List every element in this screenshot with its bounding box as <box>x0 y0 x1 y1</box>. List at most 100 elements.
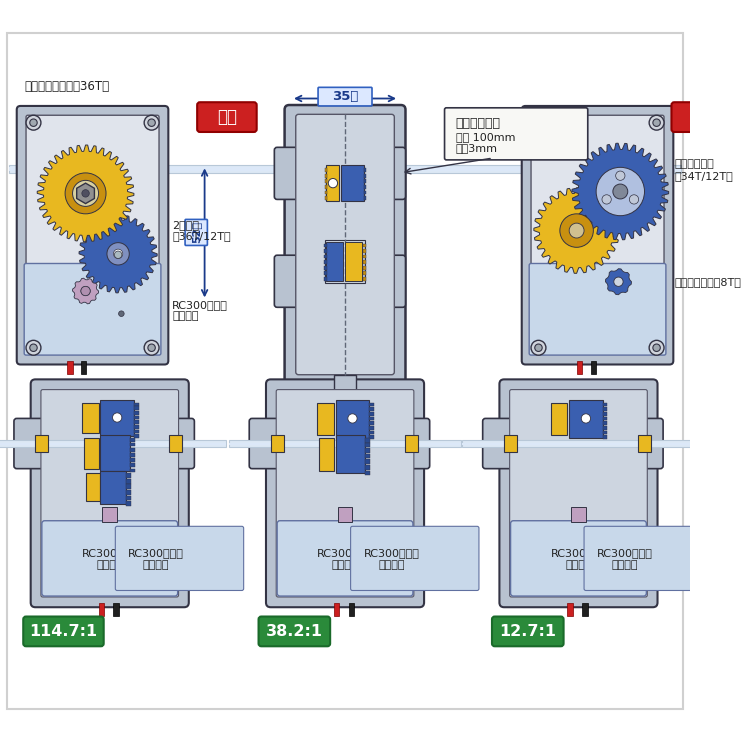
FancyBboxPatch shape <box>14 418 45 469</box>
FancyBboxPatch shape <box>444 108 588 160</box>
Bar <box>366 470 370 475</box>
Circle shape <box>535 344 542 352</box>
Bar <box>134 411 139 415</box>
Bar <box>130 453 135 456</box>
FancyBboxPatch shape <box>510 390 647 597</box>
FancyBboxPatch shape <box>672 102 731 132</box>
Bar <box>603 407 607 411</box>
Bar <box>568 603 573 616</box>
Bar <box>363 255 367 258</box>
Text: 12.7:1: 12.7:1 <box>499 624 556 639</box>
FancyBboxPatch shape <box>24 263 161 355</box>
Bar <box>324 255 327 258</box>
Text: 側面: 側面 <box>692 108 712 126</box>
FancyBboxPatch shape <box>510 521 646 596</box>
Text: RC300タイプ
モーター: RC300タイプ モーター <box>551 548 606 570</box>
FancyBboxPatch shape <box>42 521 177 596</box>
Bar <box>126 473 131 478</box>
FancyBboxPatch shape <box>185 220 208 246</box>
Polygon shape <box>605 269 631 295</box>
Bar <box>338 507 352 522</box>
Bar <box>134 430 139 433</box>
FancyBboxPatch shape <box>17 106 168 364</box>
Bar <box>370 416 374 420</box>
Bar <box>364 185 367 188</box>
FancyBboxPatch shape <box>318 88 372 106</box>
FancyBboxPatch shape <box>377 148 405 200</box>
FancyBboxPatch shape <box>351 526 479 591</box>
Bar <box>130 459 135 462</box>
Circle shape <box>564 217 590 243</box>
Bar <box>100 470 126 504</box>
Bar <box>324 196 327 200</box>
Bar <box>319 438 334 470</box>
Bar <box>324 243 327 247</box>
Polygon shape <box>76 183 94 203</box>
Bar <box>341 165 364 201</box>
Text: 52㎍: 52㎍ <box>191 221 201 243</box>
Bar <box>0 440 226 447</box>
Text: RC300タイプ
モーター: RC300タイプ モーター <box>172 300 228 321</box>
FancyBboxPatch shape <box>41 390 179 597</box>
Bar <box>370 412 374 416</box>
FancyBboxPatch shape <box>285 105 405 384</box>
Circle shape <box>148 344 155 352</box>
Bar <box>134 434 139 438</box>
Circle shape <box>649 115 664 130</box>
Bar <box>87 473 99 501</box>
Bar <box>366 459 370 464</box>
Bar <box>67 361 73 374</box>
FancyBboxPatch shape <box>162 418 194 469</box>
Circle shape <box>65 173 106 214</box>
Bar <box>370 430 374 434</box>
FancyBboxPatch shape <box>278 521 413 596</box>
Bar <box>363 260 367 264</box>
Text: ファイナルギヤ（36T）: ファイナルギヤ（36T） <box>24 80 109 93</box>
Circle shape <box>600 171 641 212</box>
Circle shape <box>26 341 41 355</box>
Circle shape <box>30 344 37 352</box>
Bar <box>569 400 603 438</box>
Circle shape <box>107 243 129 265</box>
Bar <box>364 168 367 172</box>
Bar <box>363 272 367 275</box>
Bar <box>462 443 695 445</box>
Bar <box>134 416 139 419</box>
Circle shape <box>535 119 542 126</box>
FancyBboxPatch shape <box>276 390 414 597</box>
Bar <box>100 400 134 436</box>
Bar <box>363 249 367 253</box>
Circle shape <box>119 311 124 317</box>
Bar <box>324 168 327 172</box>
Circle shape <box>348 414 357 423</box>
Bar <box>339 407 351 426</box>
Bar <box>366 443 370 447</box>
Bar <box>324 174 327 177</box>
Bar <box>603 421 607 425</box>
Circle shape <box>581 414 591 423</box>
Bar <box>334 375 356 407</box>
Polygon shape <box>533 188 620 273</box>
Circle shape <box>616 171 625 180</box>
Bar <box>134 403 139 407</box>
Text: 114.7:1: 114.7:1 <box>30 624 97 639</box>
Bar <box>364 191 367 194</box>
FancyBboxPatch shape <box>631 418 663 469</box>
Bar <box>82 403 99 433</box>
Circle shape <box>531 341 546 355</box>
Bar <box>504 435 517 452</box>
Bar <box>134 425 139 429</box>
Polygon shape <box>37 145 134 242</box>
Bar <box>345 242 362 280</box>
Bar <box>366 465 370 470</box>
FancyBboxPatch shape <box>398 418 430 469</box>
Bar <box>370 426 374 430</box>
Circle shape <box>81 286 91 295</box>
Bar <box>370 407 374 411</box>
Text: 38.2:1: 38.2:1 <box>266 624 323 639</box>
Text: 六角シャフト: 六角シャフト <box>456 117 501 130</box>
Bar <box>10 167 680 171</box>
Text: 長さ 100mm: 長さ 100mm <box>456 132 515 142</box>
Bar <box>603 435 607 439</box>
Bar <box>317 403 334 435</box>
